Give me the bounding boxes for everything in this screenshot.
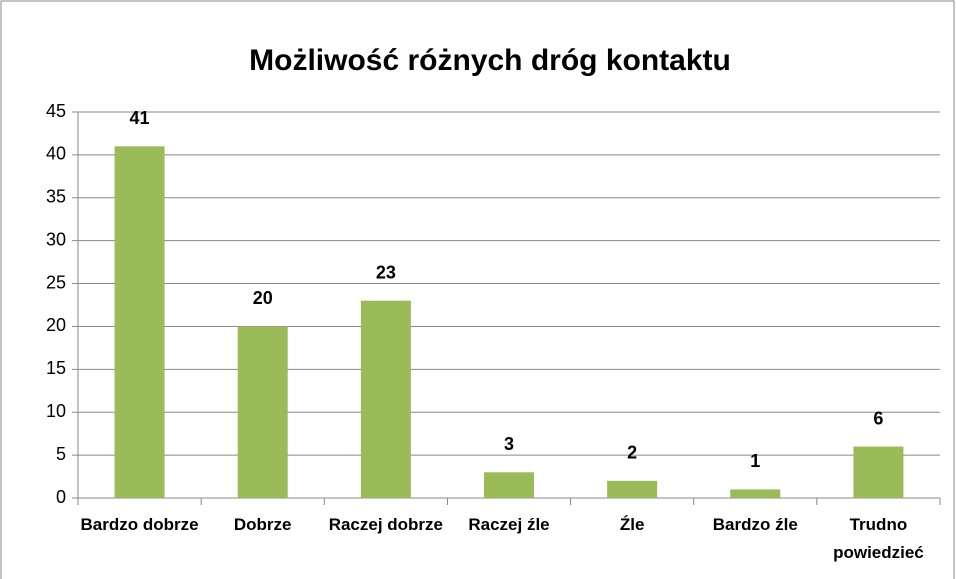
- bar: [607, 480, 658, 498]
- x-tick-label: Źle: [619, 515, 645, 534]
- data-label: 23: [376, 262, 396, 282]
- y-tick-label: 30: [46, 229, 66, 249]
- data-label: 3: [504, 434, 514, 454]
- data-label: 6: [873, 408, 883, 428]
- bar: [730, 489, 781, 498]
- x-tick-label: Bardzo dobrze: [80, 515, 199, 534]
- y-tick-label: 40: [46, 144, 66, 164]
- x-tick-label: Trudno powiedzieć: [833, 515, 924, 562]
- data-label: 41: [130, 108, 150, 128]
- y-tick-label: 20: [46, 315, 66, 335]
- y-tick-label: 5: [56, 444, 66, 464]
- x-tick-label: Dobrze: [233, 515, 292, 534]
- bar: [114, 146, 165, 499]
- y-tick-label: 10: [46, 401, 66, 421]
- x-tick-label: Bardzo źle: [712, 515, 798, 534]
- y-tick-label: 15: [46, 358, 66, 378]
- y-tick-label: 25: [46, 272, 66, 292]
- y-tick-label: 45: [46, 101, 66, 121]
- data-label: 1: [750, 451, 760, 471]
- y-tick-label: 0: [56, 487, 66, 507]
- y-tick-label: 35: [46, 187, 66, 207]
- x-tick-label: Raczej dobrze: [328, 515, 443, 534]
- bar: [237, 326, 288, 498]
- bar: [853, 446, 904, 498]
- x-tick-label: Raczej źle: [468, 515, 550, 534]
- bar: [484, 472, 534, 498]
- bar: [360, 300, 411, 498]
- data-label: 2: [627, 443, 637, 463]
- data-label: 20: [253, 288, 273, 308]
- chart-title: Możliwość różnych dróg kontaktu: [249, 44, 731, 77]
